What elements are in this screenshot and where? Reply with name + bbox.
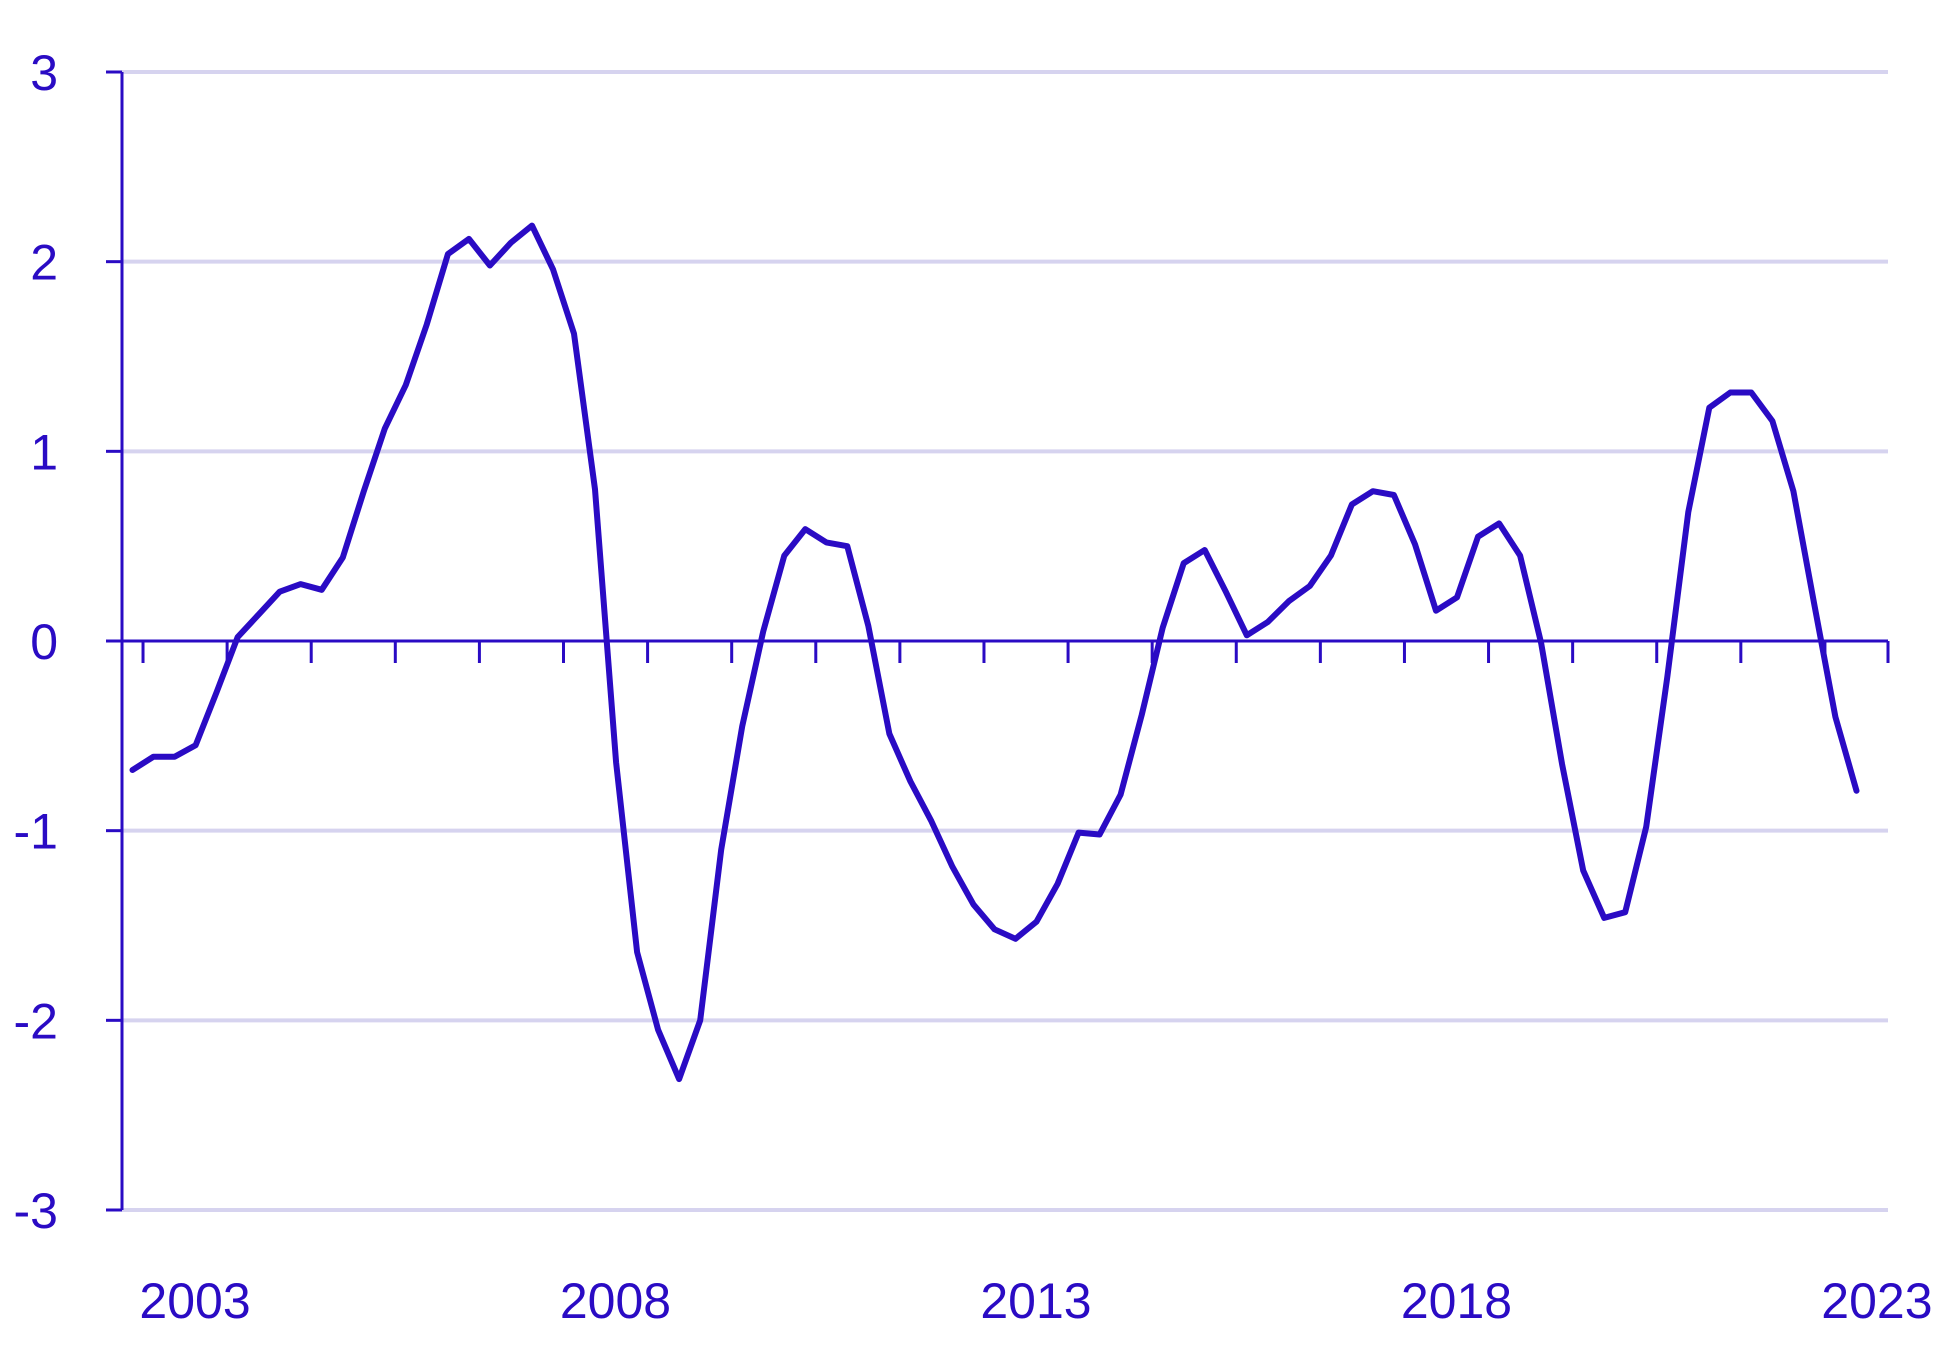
- series-line-0: [129, 222, 1860, 1083]
- y-tick-label: 2: [30, 235, 58, 291]
- x-tick-labels: 2003 2008 2013 2018 2023: [139, 1273, 1932, 1329]
- x-tick-label: 2018: [1401, 1273, 1512, 1329]
- ticks: [106, 70, 1890, 1212]
- gridlines: [122, 70, 1888, 1212]
- y-tick-label: -2: [14, 993, 58, 1049]
- y-tick-label: 1: [30, 424, 58, 480]
- x-tick-label: 2023: [1821, 1273, 1932, 1329]
- x-tick-label: 2003: [139, 1273, 250, 1329]
- y-tick-labels: 3 2 1 0 -1 -2 -3: [14, 45, 58, 1239]
- x-tick-label: 2008: [560, 1273, 671, 1329]
- y-tick-label: -1: [14, 804, 58, 860]
- axes: [120, 72, 1888, 1210]
- y-tick-label: 0: [30, 614, 58, 670]
- series: [129, 222, 1860, 1083]
- x-tick-label: 2013: [980, 1273, 1091, 1329]
- y-tick-label: 3: [30, 45, 58, 101]
- y-tick-label: -3: [14, 1183, 58, 1239]
